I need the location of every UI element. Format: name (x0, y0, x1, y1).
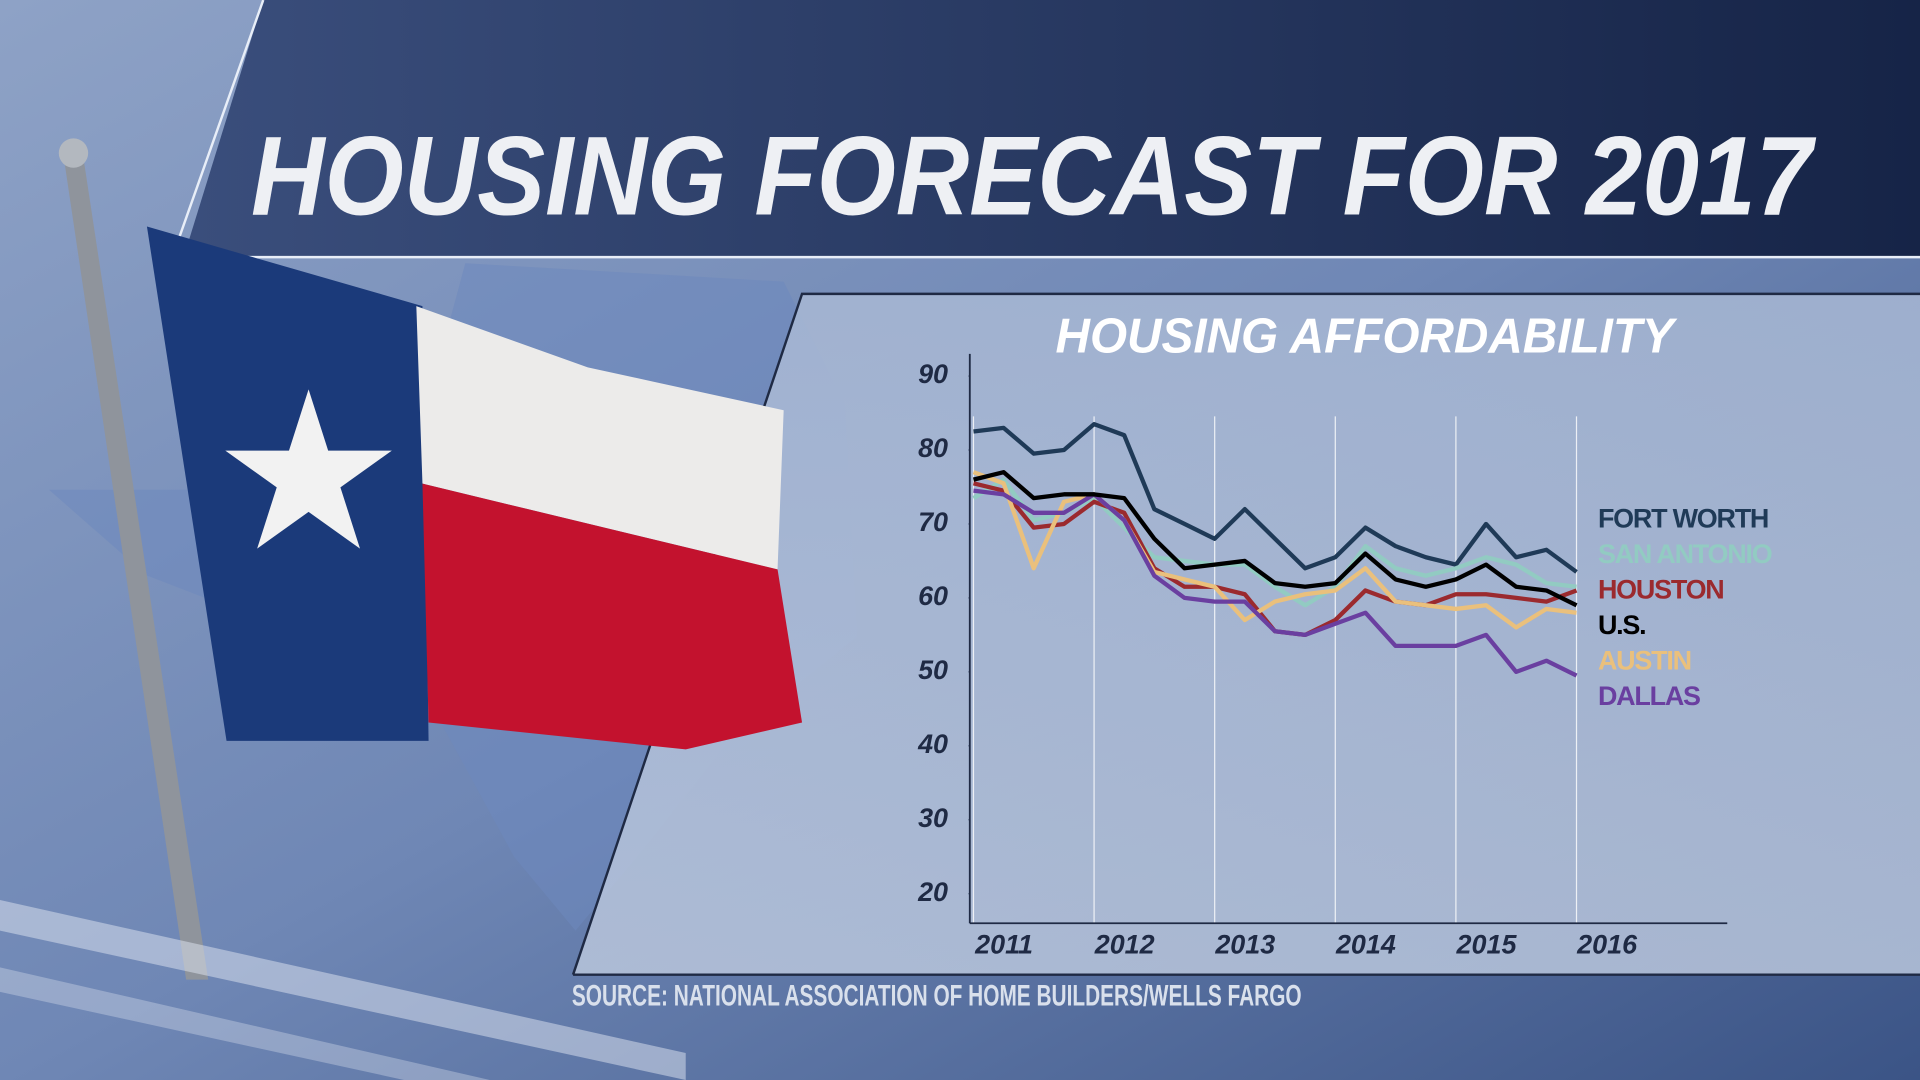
page-title: HOUSING FORECAST FOR 2017 (251, 112, 1817, 238)
y-tick-label: 90 (918, 359, 948, 389)
banner-edge (170, 0, 265, 261)
series-line (973, 488, 1578, 678)
series-line (972, 470, 1578, 608)
title-banner (183, 0, 1920, 258)
panel-border (571, 292, 1920, 976)
pole-finial (58, 138, 89, 168)
y-tick-label: 40 (917, 729, 948, 759)
y-tick-label: 20 (917, 877, 948, 907)
legend-label: SAN ANTONIO (1598, 539, 1772, 569)
flag-star (225, 389, 392, 549)
x-tick-label: 2014 (1335, 930, 1396, 960)
legend-label: AUSTIN (1598, 646, 1691, 676)
chart-panel (573, 293, 1920, 975)
y-tick-label: 50 (918, 655, 948, 685)
legend-label: DALLAS (1598, 681, 1700, 711)
x-tick-label: 2011 (974, 930, 1033, 960)
x-tick-label: 2015 (1456, 930, 1518, 960)
legend-label: FORT WORTH (1598, 504, 1768, 534)
plot-area: 2011 2012 2013 2014 2015 2016 20 30 40 50 60 70 80 90… (917, 353, 1773, 960)
chart-title: HOUSING AFFORDABILITY (1056, 310, 1679, 364)
series-line (973, 422, 1578, 574)
series-line (972, 470, 1577, 630)
legend-label: U.S. (1598, 610, 1645, 640)
y-tick-label: 80 (918, 433, 948, 463)
y-tick-label: 70 (918, 507, 948, 537)
y-tick-label: 60 (918, 581, 948, 611)
light-streak (0, 900, 686, 1080)
flag-pole (63, 156, 209, 980)
source-note: SOURCE: NATIONAL ASSOCIATION OF HOME BUI… (572, 980, 1302, 1013)
x-tick-label: 2013 (1214, 930, 1275, 960)
x-tick-label: 2016 (1576, 930, 1638, 960)
legend-label: HOUSTON (1598, 575, 1724, 605)
flag-white (416, 306, 784, 570)
y-tick-label: 30 (918, 803, 948, 833)
flag-red (422, 483, 803, 750)
x-tick-label: 2012 (1094, 930, 1155, 960)
